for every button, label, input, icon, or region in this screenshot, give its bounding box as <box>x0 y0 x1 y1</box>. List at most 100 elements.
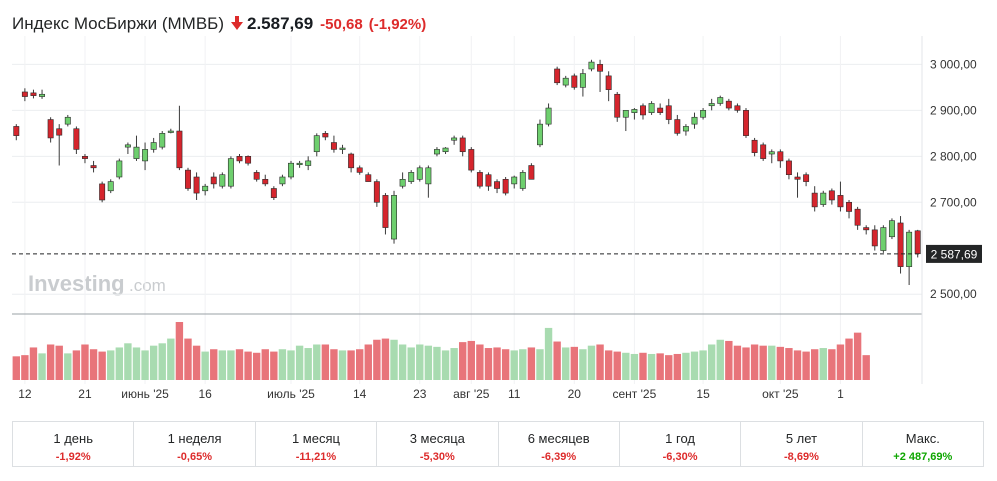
candle-body <box>433 149 440 155</box>
period-label: 1 неделя <box>167 431 222 446</box>
candle-body <box>579 73 586 88</box>
volume-bar <box>98 351 106 380</box>
candle-body <box>811 192 818 208</box>
volume-bar <box>407 347 415 380</box>
volume-bar <box>46 344 55 380</box>
volume-bar <box>853 332 862 380</box>
grid-lines <box>12 36 923 384</box>
volume-bar <box>433 346 441 380</box>
volume-bar <box>38 353 46 380</box>
volume-bar <box>313 344 321 380</box>
volume-bar <box>64 353 72 380</box>
period-cell[interactable]: 3 месяца -5,30% <box>377 422 499 466</box>
volume-bar <box>261 349 269 380</box>
volume-bar <box>828 349 836 380</box>
volume-bar <box>544 327 553 380</box>
period-cell[interactable]: 1 неделя -0,65% <box>134 422 256 466</box>
axes: 2 587,69 3 000,00 2 900,00 2 800,00 2 700,00… <box>12 57 982 401</box>
x-tick-label: 12 <box>18 387 32 401</box>
period-cell[interactable]: 1 день -1,92% <box>13 422 135 466</box>
last-price-tag <box>926 244 982 263</box>
volume-bar <box>527 347 536 380</box>
volume-bar <box>750 344 759 380</box>
volume-bar <box>424 345 433 380</box>
volume-bar <box>373 339 381 380</box>
candle-body <box>888 220 895 238</box>
candle-body <box>391 195 397 240</box>
last-price-label: 2 587,69 <box>931 247 978 261</box>
candle-body <box>253 172 260 180</box>
volume-bar <box>699 350 707 380</box>
candle-body <box>897 222 904 267</box>
period-cell[interactable]: 5 лет -8,69% <box>741 422 863 466</box>
candle-body <box>777 151 784 162</box>
candle-body <box>846 201 852 212</box>
volume-bar <box>192 345 201 380</box>
candle-body <box>227 158 234 187</box>
candle-body <box>442 147 449 153</box>
candle-body <box>614 93 621 118</box>
candle-body <box>279 176 286 185</box>
candle-body <box>537 123 543 146</box>
x-tick-label: авг '25 <box>453 387 490 401</box>
volume-bar <box>862 355 870 380</box>
volume-bar <box>630 353 639 380</box>
volume-bar <box>55 345 63 380</box>
volume-bar <box>845 338 853 380</box>
volume-bar <box>330 349 338 380</box>
candle-body <box>914 230 921 255</box>
candle-body <box>13 126 20 136</box>
period-change: -1,92% <box>55 451 91 463</box>
period-cell[interactable]: Макс. +2 487,69% <box>863 422 983 466</box>
volume-bar <box>673 353 682 380</box>
candle-body <box>365 174 372 182</box>
volume-bar <box>716 339 724 380</box>
candle-body <box>494 181 501 189</box>
volume-bar <box>604 350 613 380</box>
candle-body <box>133 146 140 159</box>
volume-bar <box>802 351 810 380</box>
candle-body <box>313 135 320 153</box>
period-cell[interactable]: 1 месяц -11,21% <box>256 422 378 466</box>
percent-change: (-1,92%) <box>368 16 427 33</box>
absolute-change: -50,68 <box>320 16 363 33</box>
candle-body <box>399 178 406 187</box>
volume-bar <box>836 344 845 380</box>
volume-bar <box>647 353 656 380</box>
candle-body <box>708 103 715 107</box>
candle-body <box>159 133 166 148</box>
candle-body <box>837 195 844 208</box>
candle-body <box>597 64 604 72</box>
candle-body <box>682 126 689 132</box>
volume-bar <box>398 344 407 380</box>
candle-body <box>322 133 329 138</box>
volume-bar <box>29 347 38 380</box>
watermark: Investing .com <box>28 271 166 296</box>
candle-body <box>451 137 458 141</box>
period-cell[interactable]: 6 месяцев -6,39% <box>499 422 620 466</box>
volume-bar <box>441 350 450 380</box>
volume-bar <box>776 346 785 380</box>
candle-body <box>545 107 552 125</box>
candle-body <box>631 109 638 113</box>
price-chart[interactable]: Investing .com 2 587,693 000,002 900,002… <box>0 0 997 410</box>
x-tick-label: 23 <box>413 387 427 401</box>
y-tick-label: 2 700,00 <box>930 195 977 209</box>
candle-body <box>803 174 810 182</box>
volume-bar <box>682 352 690 380</box>
period-change: -5,30% <box>419 451 455 463</box>
chart-header: Индекс МосБиржи (ММВБ) 2.587,69 -50,68 (… <box>12 14 426 38</box>
x-tick-label: 1 <box>837 387 844 401</box>
volume-bar <box>338 350 347 380</box>
period-cell[interactable]: 1 год -6,30% <box>620 422 742 466</box>
candle-body <box>554 68 561 84</box>
candle-body <box>64 116 71 125</box>
period-label: Макс. <box>905 431 940 446</box>
candle-body <box>622 110 629 118</box>
x-tick-label: сент '25 <box>613 387 657 401</box>
candle-body <box>124 144 131 148</box>
volume-bar <box>665 355 673 380</box>
volume-bar <box>81 344 89 380</box>
period-label: 3 месяца <box>409 431 465 446</box>
period-change: -8,69% <box>784 451 819 463</box>
